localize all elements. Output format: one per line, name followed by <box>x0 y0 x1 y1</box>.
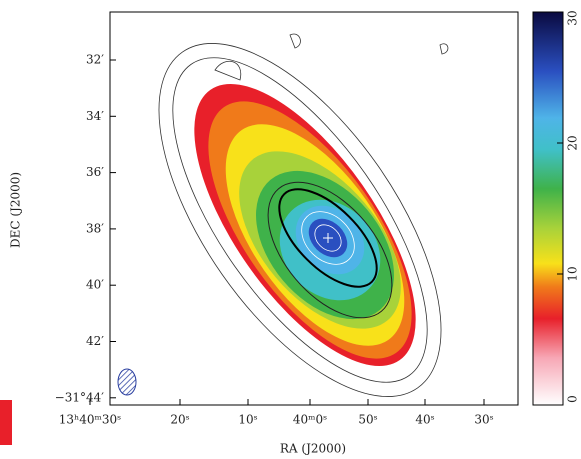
x-tick-label: 50ˢ <box>358 413 377 427</box>
y-tick-label: 36′ <box>86 165 104 179</box>
x-tick-label: 20ˢ <box>170 413 189 427</box>
plot-frame <box>109 11 519 406</box>
y-tick-label: 32′ <box>86 53 104 67</box>
y-axis-label: DEC (J2000) <box>9 172 23 248</box>
colorbar-tick-label: 30 <box>566 10 580 25</box>
x-tick-label: 40ᵐ0ˢ <box>293 413 327 427</box>
y-tick-label: 40′ <box>86 278 104 292</box>
colorbar-tick-label: 20 <box>566 135 580 150</box>
y-tick-label: 42′ <box>86 334 104 348</box>
x-tick-label: 13ʰ40ᵐ30ˢ <box>59 413 121 427</box>
y-tick-label: 34′ <box>86 109 104 123</box>
map-image <box>117 33 449 397</box>
edge-marker <box>0 400 12 445</box>
x-tick-label: 10ˢ <box>238 413 257 427</box>
y-tick-label: −31°44′ <box>55 390 105 404</box>
x-tick-label: 30ˢ <box>474 413 493 427</box>
y-tick-label: 38′ <box>86 221 104 235</box>
colorbar-tick-label: 0 <box>566 395 580 403</box>
x-axis-label: RA (J2000) <box>280 442 346 456</box>
colorbar-tick-label: 10 <box>566 266 580 281</box>
colorbar <box>532 11 564 406</box>
x-tick-label: 40ˢ <box>415 413 434 427</box>
